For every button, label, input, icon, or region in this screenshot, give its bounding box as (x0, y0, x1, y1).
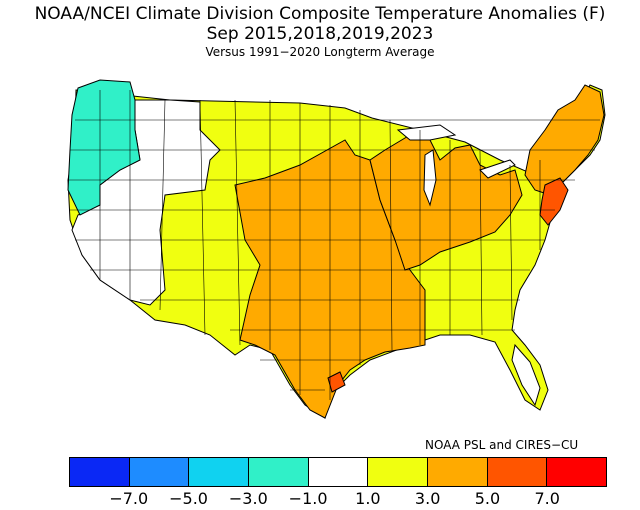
legend-tick-label: 1.0 (355, 489, 381, 508)
legend-tick-label: −5.0 (169, 489, 208, 508)
us-climate-division-map (67, 79, 606, 419)
division-grid (68, 90, 600, 400)
credit-text: NOAA PSL and CIRES−CU (425, 438, 579, 452)
legend-tick-label: 7.0 (534, 489, 560, 508)
legend-tick-label: −1.0 (288, 489, 328, 508)
legend-swatch-2 (189, 458, 250, 486)
legend-swatch-8 (547, 458, 607, 486)
map-title: NOAA/NCEI Climate Division Composite Tem… (34, 4, 606, 24)
lake-superior (396, 124, 457, 141)
legend-swatch-4 (308, 458, 369, 486)
legend-swatch-3 (249, 458, 309, 486)
region-northeast (524, 84, 605, 196)
legend-swatch-6 (428, 458, 488, 486)
legend-swatch-5 (368, 458, 429, 486)
baseline-note: Versus 1991−2020 Longterm Average (205, 45, 435, 59)
legend-swatch-1 (129, 458, 190, 486)
legend-swatch-7 (487, 458, 548, 486)
florida-peninsula (511, 343, 541, 407)
map-subtitle: Sep 2015,2018,2019,2023 (206, 24, 434, 44)
region-pacific-northwest (67, 79, 141, 216)
lake-michigan (423, 149, 437, 207)
region-gulf-coast-point (327, 371, 346, 393)
legend-tick-labels: −7.0 −5.0 −3.0 −1.0 1.0 3.0 5.0 7.0 (69, 489, 607, 509)
legend-tick-label: 5.0 (474, 489, 501, 508)
color-legend (69, 457, 607, 487)
legend-swatch-0 (70, 458, 130, 486)
legend-tick-label: −3.0 (228, 489, 268, 508)
lake-erie (479, 159, 516, 179)
legend-tick-label: 3.0 (414, 489, 441, 508)
legend-tick-label: −7.0 (109, 489, 149, 508)
